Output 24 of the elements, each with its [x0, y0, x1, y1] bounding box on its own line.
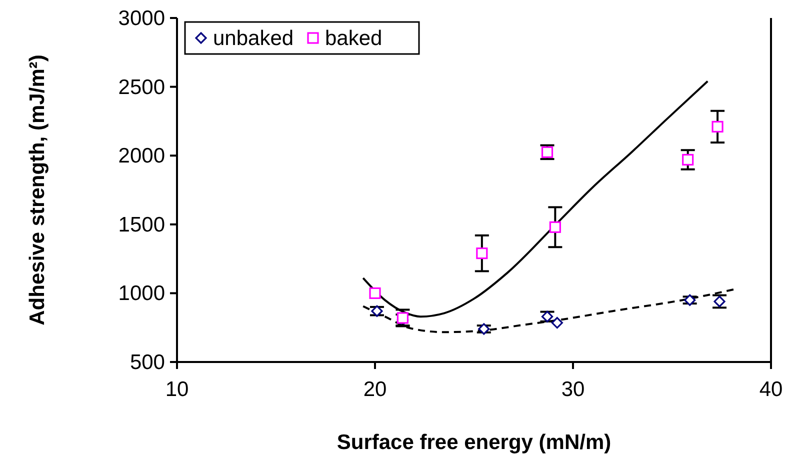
y-tick-label: 1500 [118, 213, 165, 236]
x-tick-label: 20 [363, 378, 387, 401]
point [712, 120, 724, 133]
point [684, 294, 696, 306]
y-tick-label: 500 [130, 351, 165, 374]
point [396, 312, 409, 324]
y-tick-label: 3000 [118, 7, 165, 30]
x-axis-title: Surface free energy (mN/m) [336, 431, 612, 454]
point [549, 221, 561, 233]
point [551, 316, 563, 329]
y-tick-label: 2000 [118, 144, 165, 168]
point [371, 305, 383, 317]
legend-label: unbaked [213, 27, 294, 50]
point [478, 323, 490, 335]
y-tick-label: 2500 [118, 76, 165, 99]
x-tick-label: 30 [561, 378, 585, 401]
point [369, 287, 381, 299]
x-tick-label: 40 [759, 378, 783, 401]
point [476, 247, 488, 260]
legend-label: baked [325, 27, 382, 50]
point [682, 154, 694, 166]
y-axis-title: Adhesive strength, (mJ/m²) [26, 54, 49, 326]
y-tick-label: 1000 [118, 282, 165, 306]
x-tick-label: 10 [165, 378, 189, 401]
